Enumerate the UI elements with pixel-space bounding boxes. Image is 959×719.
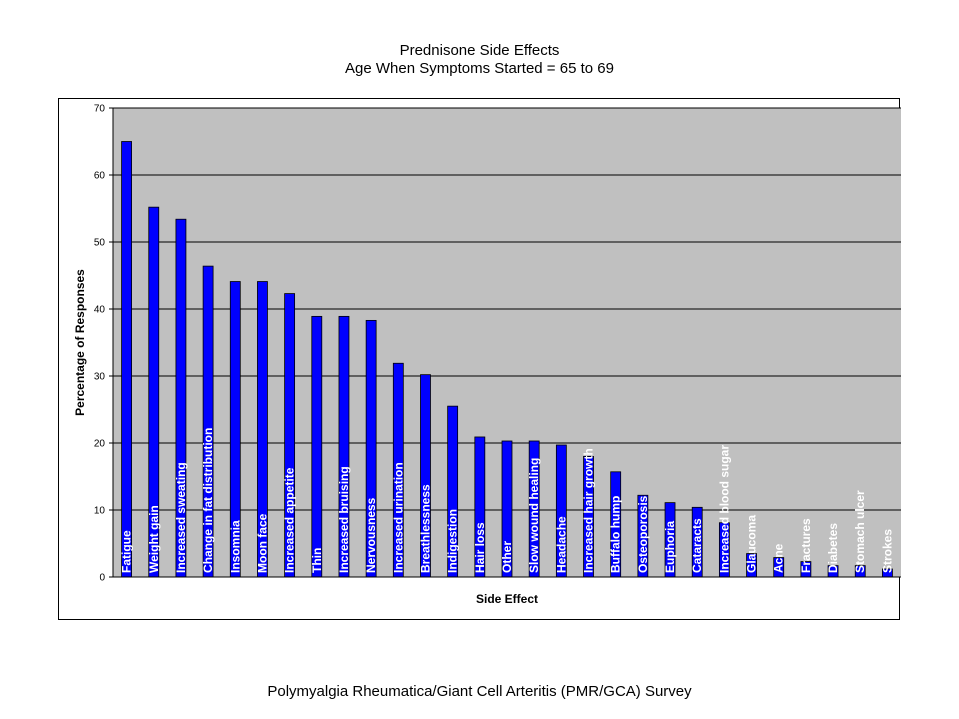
y-axis-label: Percentage of Responses bbox=[73, 269, 87, 416]
y-axis-ticks: 0 10 20 30 40 50 60 70 bbox=[94, 104, 113, 584]
chart-subtitle: Age When Symptoms Started = 65 to 69 bbox=[345, 60, 614, 77]
x-tick-label: Weight gain bbox=[147, 505, 161, 573]
x-tick-label: Headache bbox=[554, 516, 568, 573]
axes bbox=[112, 108, 901, 578]
y-tick-label: 20 bbox=[94, 439, 106, 450]
x-tick-label: Increased urination bbox=[391, 462, 405, 573]
x-tick-label: Euphoria bbox=[663, 521, 677, 573]
x-tick-label: Thin bbox=[310, 548, 324, 573]
x-tick-label: Hair loss bbox=[473, 522, 487, 573]
x-tick-label: Nervousness bbox=[364, 497, 378, 573]
bar bbox=[121, 141, 132, 578]
x-tick-label: Fatigue bbox=[120, 530, 134, 573]
x-tick-label: Increased sweating bbox=[174, 462, 188, 573]
x-tick-label: Increased appetite bbox=[283, 467, 297, 573]
y-tick-label: 30 bbox=[94, 372, 106, 383]
x-axis-label: Side Effect bbox=[476, 592, 538, 606]
y-tick-label: 60 bbox=[94, 171, 106, 182]
x-tick-label: Slow wound healing bbox=[527, 458, 541, 573]
x-tick-label: Indigestion bbox=[446, 509, 460, 573]
x-tick-label: Fractures bbox=[799, 518, 813, 573]
y-tick-label: 40 bbox=[94, 305, 106, 316]
x-tick-label: Increased bruising bbox=[337, 466, 351, 573]
x-tick-label: Increased hair growth bbox=[582, 448, 596, 573]
bar bbox=[311, 315, 323, 578]
y-tick-label: 50 bbox=[94, 238, 106, 249]
x-tick-label: Other bbox=[500, 541, 514, 573]
x-tick-label: Change in fat distribution bbox=[201, 428, 215, 573]
y-tick-label: 10 bbox=[94, 506, 106, 517]
x-tick-label: Breathlessness bbox=[418, 484, 432, 573]
x-tick-label: Stomach ulcer bbox=[853, 490, 867, 573]
x-tick-label: Glaucoma bbox=[745, 515, 759, 573]
x-tick-label: Strokes bbox=[880, 529, 894, 573]
chart-title: Prednisone Side Effects bbox=[399, 42, 560, 59]
y-tick-label: 70 bbox=[94, 104, 106, 115]
x-tick-label: Osteoporosis bbox=[636, 495, 650, 573]
x-tick-label: Moon face bbox=[255, 513, 269, 573]
x-tick-label: Diabetes bbox=[826, 523, 840, 573]
x-tick-label: Increased blood sugar bbox=[717, 445, 731, 573]
footer-caption: Polymyalgia Rheumatica/Giant Cell Arteri… bbox=[267, 683, 692, 700]
x-tick-label: Insomnia bbox=[228, 520, 242, 573]
y-tick-label: 0 bbox=[99, 573, 105, 584]
bars: Fatigue Weight gain Increased sweating Chan… bbox=[120, 141, 894, 578]
x-tick-label: Cataracts bbox=[690, 518, 704, 573]
chart-title-block: Prednisone Side Effects Age When Symptom… bbox=[0, 42, 959, 78]
x-tick-label: Buffalo hump bbox=[609, 496, 623, 573]
x-tick-label: Acne bbox=[772, 543, 786, 573]
